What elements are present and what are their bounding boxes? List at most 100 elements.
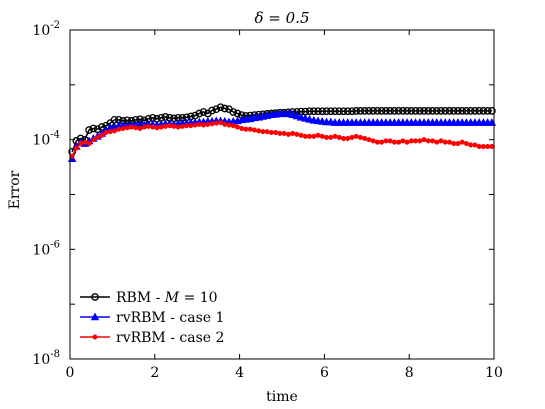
data-point xyxy=(488,107,496,115)
data-point xyxy=(437,107,445,115)
data-point xyxy=(195,109,204,118)
data-point xyxy=(260,129,266,135)
data-point xyxy=(328,134,334,140)
chart-title: δ = 0.5 xyxy=(255,9,310,27)
data-point xyxy=(425,138,431,144)
legend-label: rvRBM - case 2 xyxy=(116,330,224,346)
data-point xyxy=(128,124,135,130)
data-point xyxy=(369,107,378,115)
data-point xyxy=(336,134,342,140)
y-axis-label: Error xyxy=(7,170,23,209)
data-point xyxy=(455,140,461,147)
data-point xyxy=(345,135,351,142)
x-tick-label: 8 xyxy=(405,365,414,381)
data-point xyxy=(99,132,105,138)
data-point xyxy=(294,131,300,137)
y-tick-exponent: -2 xyxy=(50,20,60,31)
data-point xyxy=(323,134,330,140)
data-point xyxy=(95,134,101,140)
legend-item: rvRBM - case 2 xyxy=(80,330,224,346)
data-point xyxy=(356,107,365,115)
data-point xyxy=(390,107,399,115)
data-point xyxy=(314,107,322,116)
data-point xyxy=(175,124,181,130)
x-tick-label: 4 xyxy=(235,365,244,381)
data-point xyxy=(459,139,465,145)
data-point xyxy=(403,107,411,115)
data-point xyxy=(78,140,84,147)
data-point xyxy=(158,124,164,130)
data-point xyxy=(226,122,232,128)
data-point xyxy=(217,120,224,126)
data-point xyxy=(421,137,427,143)
data-point xyxy=(400,138,406,144)
data-point xyxy=(311,133,317,139)
data-point xyxy=(407,107,416,115)
data-point xyxy=(475,107,484,115)
x-axis-label: time xyxy=(266,389,298,405)
data-point xyxy=(196,121,202,127)
data-point xyxy=(107,129,113,135)
data-point xyxy=(216,103,225,112)
data-point xyxy=(404,139,410,145)
data-point xyxy=(307,133,313,139)
y-axis-ticks: 10-210-410-610-8 xyxy=(32,20,494,368)
data-point xyxy=(305,107,314,116)
data-point xyxy=(340,135,347,142)
data-point xyxy=(458,107,467,115)
data-point xyxy=(319,133,325,139)
y-tick-base: 10 xyxy=(32,352,50,368)
data-point xyxy=(370,138,376,144)
data-point xyxy=(229,108,238,116)
data-point xyxy=(222,121,228,127)
data-point xyxy=(243,126,249,132)
data-point xyxy=(489,143,495,150)
data-point xyxy=(413,138,419,144)
data-point xyxy=(451,140,457,147)
data-point xyxy=(434,139,440,145)
data-point xyxy=(326,107,335,116)
data-point xyxy=(420,107,428,115)
y-tick-base: 10 xyxy=(32,242,50,258)
data-point xyxy=(335,107,344,116)
legend-item: RBM - M = 10 xyxy=(80,290,218,306)
data-point xyxy=(234,124,241,130)
data-point xyxy=(281,130,287,136)
y-tick-base: 10 xyxy=(32,23,50,39)
data-point xyxy=(442,139,448,145)
data-point xyxy=(184,123,190,129)
data-point xyxy=(374,139,380,145)
data-point xyxy=(220,104,229,113)
data-point xyxy=(92,334,98,340)
data-point xyxy=(85,126,93,134)
data-point xyxy=(424,107,433,115)
data-point xyxy=(348,107,356,116)
data-point xyxy=(441,107,450,115)
data-point xyxy=(150,124,156,130)
legend-label: RBM - M = 10 xyxy=(116,290,218,306)
data-point xyxy=(111,128,118,134)
data-point xyxy=(391,139,397,145)
x-tick-label: 2 xyxy=(150,365,159,381)
data-point xyxy=(382,107,390,115)
legend-label-prefix: RBM - xyxy=(116,290,165,306)
data-point xyxy=(89,124,98,133)
data-point xyxy=(315,132,321,138)
data-point xyxy=(239,125,245,132)
data-point xyxy=(251,127,257,133)
data-point xyxy=(205,121,211,127)
data-point xyxy=(408,138,414,144)
data-point xyxy=(285,131,291,137)
data-point xyxy=(331,107,339,116)
data-point xyxy=(208,106,216,115)
legend-label-suffix: = 10 xyxy=(179,290,217,306)
data-point xyxy=(103,129,109,136)
data-point xyxy=(471,107,479,115)
data-point xyxy=(332,133,338,139)
data-point xyxy=(73,145,79,151)
data-point xyxy=(309,107,318,116)
data-point xyxy=(396,139,402,145)
data-point xyxy=(480,143,486,150)
data-point xyxy=(466,107,475,115)
